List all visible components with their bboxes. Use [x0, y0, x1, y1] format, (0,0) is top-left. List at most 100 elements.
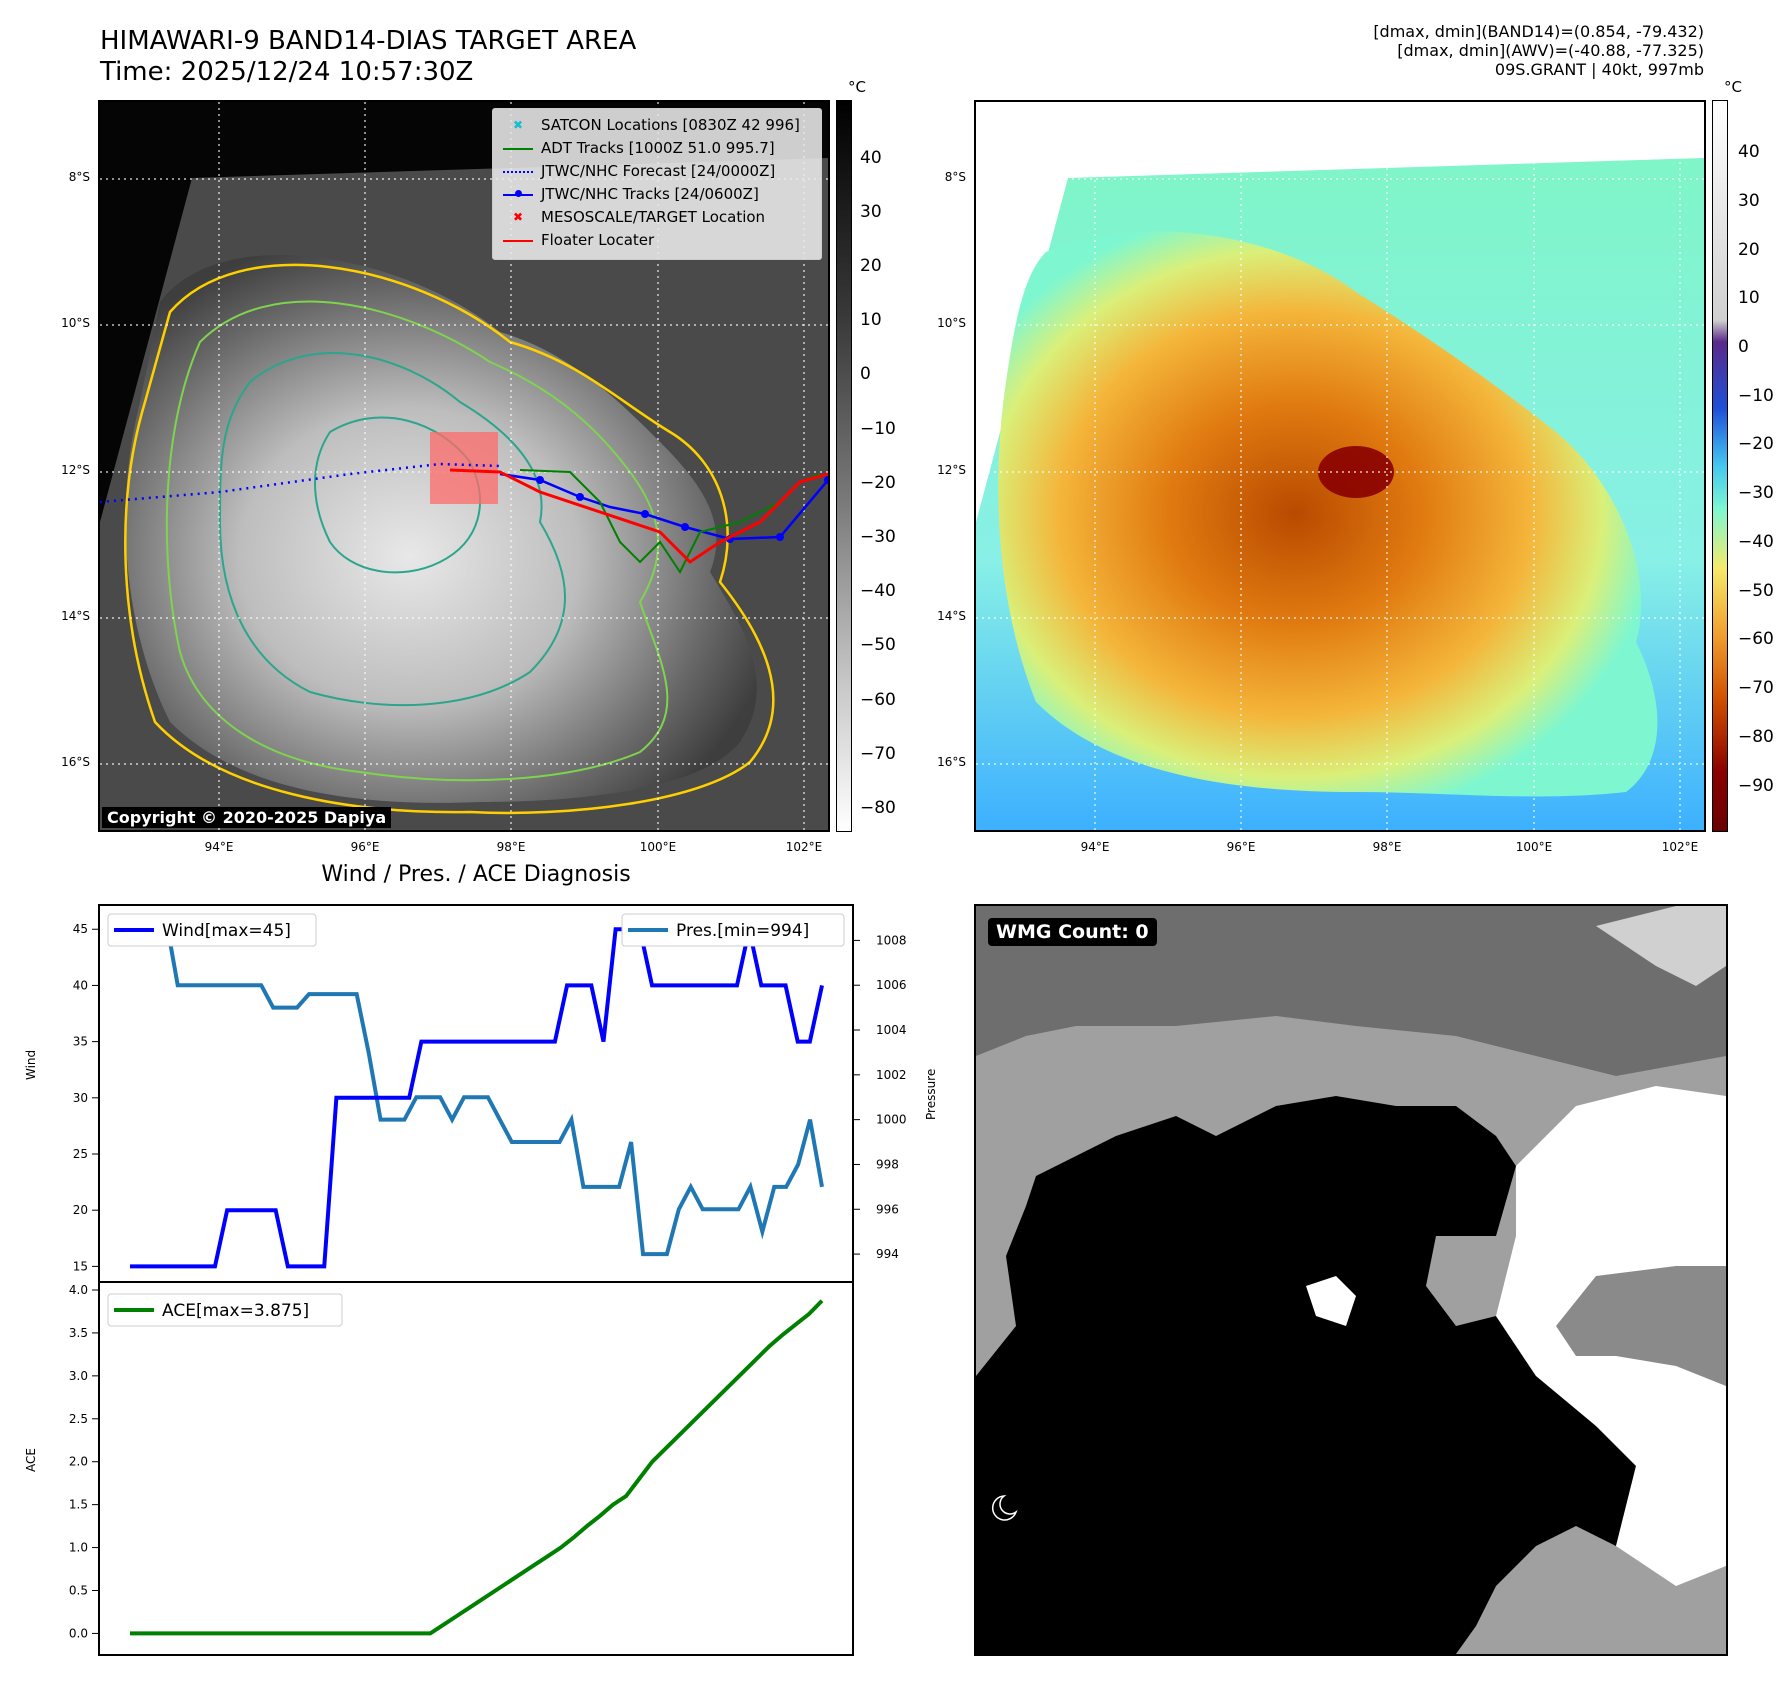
- colorbar-tick: −90: [1738, 776, 1774, 796]
- diag-title: Wind / Pres. / ACE Diagnosis: [321, 862, 631, 887]
- colorbar-tick: −30: [1738, 483, 1774, 503]
- legend-symbol: [501, 187, 535, 201]
- pressure-axis-label: Pressure: [924, 1068, 938, 1120]
- contour-green: [165, 300, 669, 782]
- wind-tick-label: 30: [73, 1091, 88, 1105]
- legend-label: JTWC/NHC Forecast [24/0000Z]: [541, 161, 776, 180]
- wind-axis-label: Wind: [24, 1049, 38, 1080]
- wmg-corner: [1596, 906, 1726, 986]
- meta-band14: [dmax, dmin](BAND14)=(0.854, -79.432): [1373, 22, 1704, 41]
- pres-tick-label: 1006: [876, 978, 907, 992]
- color-map-svg: [976, 102, 1704, 830]
- colorbar-tick: −60: [860, 690, 896, 710]
- ace-tick-label: 1.5: [69, 1498, 88, 1512]
- pressure-legend: Pres.[min=994]: [676, 921, 809, 941]
- graticule-2: [976, 102, 1704, 830]
- wind-series-line: [130, 927, 824, 1269]
- colorbar-tick: −40: [1738, 532, 1774, 552]
- pressure-series-line: [130, 916, 824, 1257]
- pres-tick-label: 1008: [876, 933, 907, 947]
- diag-chart: 45 40 35 30 25 20 15 1008 1006 1004 1002 1000 998 996…: [69, 904, 907, 1656]
- legend-symbol: [501, 164, 535, 178]
- colorbar-tick: −20: [860, 473, 896, 493]
- pressure-legend-box: [621, 913, 845, 947]
- ace-legend: ACE[max=3.875]: [162, 1301, 309, 1321]
- legend-label: ADT Tracks [1000Z 51.0 995.7]: [541, 138, 775, 157]
- colorbar-gray-unit: °C: [848, 78, 866, 96]
- legend-item: JTWC/NHC Tracks [24/0600Z]: [501, 184, 821, 204]
- pres-tick-label: 994: [876, 1247, 899, 1261]
- colorbar-tick: −10: [1738, 386, 1774, 406]
- meta-storm: 09S.GRANT | 40kt, 997mb: [1494, 60, 1704, 79]
- lat-label: 10°S: [937, 316, 966, 330]
- colorbar-tick: −70: [860, 744, 896, 764]
- time-label: Time: 2025/12/24 10:57:30Z: [100, 57, 474, 87]
- legend-item: Floater Locater: [501, 230, 821, 250]
- moon-marker-icon: [991, 1495, 1018, 1521]
- colorbar-tick: 20: [1738, 240, 1760, 260]
- colorbar-tick: 40: [860, 148, 882, 168]
- lon-label: 94°E: [1080, 840, 1110, 854]
- colorbar-tick: −80: [860, 798, 896, 818]
- legend-item: ✖ MESOSCALE/TARGET Location: [501, 207, 821, 227]
- legend-symbol: ✖: [512, 209, 524, 224]
- colorbar-tick: −40: [860, 581, 896, 601]
- ace-tick-label: 3.5: [69, 1326, 88, 1340]
- lat-label: 12°S: [61, 463, 90, 477]
- colorbar-tick: −50: [860, 635, 896, 655]
- wind-tick-label: 40: [73, 978, 88, 992]
- pres-tick-label: 1000: [876, 1113, 907, 1127]
- ir-grayscale-map: ✖ SATCON Locations [0830Z 42 996] ADT Trac…: [98, 100, 830, 832]
- lon-label: 102°E: [785, 840, 823, 854]
- legend-label: JTWC/NHC Tracks [24/0600Z]: [541, 184, 759, 203]
- target-box: [430, 432, 498, 504]
- meta-block: [dmax, dmin](BAND14)=(0.854, -79.432) [d…: [1184, 22, 1704, 79]
- colorbar-tick: −20: [1738, 434, 1774, 454]
- map-legend: ✖ SATCON Locations [0830Z 42 996] ADT Trac…: [492, 108, 822, 260]
- lat-label: 16°S: [937, 755, 966, 769]
- lat-label: 8°S: [944, 170, 966, 184]
- pres-tick-label: 996: [876, 1202, 899, 1216]
- lon-label: 100°E: [639, 840, 677, 854]
- colorbar-tick: 20: [860, 256, 882, 276]
- wind-tick-label: 25: [73, 1147, 88, 1161]
- wmg-count-label: WMG Count: 0: [988, 918, 1157, 946]
- lon-label: 98°E: [1372, 840, 1402, 854]
- lat-label: 14°S: [61, 609, 90, 623]
- ir-color-map: [974, 100, 1706, 832]
- pres-tick-label: 998: [876, 1157, 899, 1171]
- ace-series-line: [130, 1299, 824, 1636]
- lat-label: 8°S: [68, 170, 90, 184]
- ace-tick-label: 0.5: [69, 1583, 88, 1597]
- legend-item: ADT Tracks [1000Z 51.0 995.7]: [501, 138, 821, 158]
- lon-label: 96°E: [1226, 840, 1256, 854]
- colorbar-tick: −70: [1738, 678, 1774, 698]
- page-title: HIMAWARI-9 BAND14-DIAS TARGET AREA: [100, 26, 637, 56]
- lat-label: 10°S: [61, 316, 90, 330]
- colorbar-tick: −30: [860, 527, 896, 547]
- wind-tick-label: 15: [73, 1259, 88, 1273]
- wmg-gray-region: [1556, 1266, 1726, 1386]
- copyright-label: Copyright © 2020-2025 Dapiya: [102, 807, 392, 828]
- ace-tick-label: 2.5: [69, 1412, 88, 1426]
- floater-track: [449, 468, 828, 564]
- lon-label: 94°E: [204, 840, 234, 854]
- colorbar-tick: −10: [860, 419, 896, 439]
- colorbar-tick: 40: [1738, 142, 1760, 162]
- ace-legend-box: [107, 1293, 343, 1327]
- legend-label: MESOSCALE/TARGET Location: [541, 207, 766, 226]
- colorbar-tick: 10: [860, 310, 882, 330]
- legend-symbol: ✖: [512, 117, 524, 132]
- ace-tick-label: 1.0: [69, 1541, 88, 1555]
- wind-legend: Wind[max=45]: [162, 921, 291, 941]
- legend-symbol: [501, 141, 535, 155]
- colorbar-color-unit: °C: [1724, 78, 1742, 96]
- ace-tick-label: 0.0: [69, 1626, 88, 1640]
- lat-label: 14°S: [937, 609, 966, 623]
- lon-label: 98°E: [496, 840, 526, 854]
- pres-tick-label: 1004: [876, 1023, 907, 1037]
- ace-tick-label: 3.0: [69, 1369, 88, 1383]
- colorbar-tick: 10: [1738, 288, 1760, 308]
- cloud-mass: [125, 254, 757, 803]
- lon-label: 96°E: [350, 840, 380, 854]
